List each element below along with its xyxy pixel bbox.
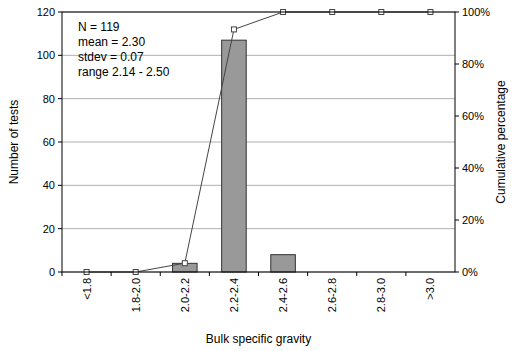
y2-tick-label: 60% (462, 110, 484, 122)
x-tick (111, 272, 112, 276)
y-axis-label: Number of tests (7, 100, 21, 185)
y-tick-label: 100 (37, 49, 55, 61)
x-tick-label: 1.8-2.0 (130, 278, 142, 312)
grid-line (62, 185, 455, 186)
grid-line (62, 142, 455, 143)
y-tick (58, 272, 62, 273)
y-tick-label: 20 (43, 223, 55, 235)
y-tick-label: 120 (37, 6, 55, 18)
y-tick (58, 228, 62, 229)
x-tick-label: 2.8-3.0 (375, 278, 387, 312)
x-tick (405, 272, 406, 276)
line-marker (182, 261, 187, 266)
y2-tick (455, 220, 459, 221)
x-tick-label: 2.2-2.4 (228, 278, 240, 312)
y2-tick (455, 12, 459, 13)
grid-line (62, 228, 455, 229)
y2-tick-label: 80% (462, 58, 484, 70)
x-tick-label: >3.0 (424, 278, 436, 300)
x-tick-label: 2.4-2.6 (277, 278, 289, 312)
y-tick-label: 0 (49, 266, 55, 278)
bar (271, 255, 296, 272)
y2-tick-label: 100% (462, 6, 490, 18)
y-tick (58, 142, 62, 143)
x-tick (209, 272, 210, 276)
x-tick-label: 2.0-2.2 (179, 278, 191, 312)
plot-frame (62, 12, 455, 272)
y2-tick (455, 116, 459, 117)
annotation: N = 119 (78, 20, 120, 34)
y-tick-label: 40 (43, 179, 55, 191)
y2-axis-label: Cumulative percentage (494, 80, 508, 204)
x-tick (307, 272, 308, 276)
annotation: range 2.14 - 2.50 (78, 65, 170, 79)
x-tick-label: 2.6-2.8 (326, 278, 338, 312)
y2-tick (455, 168, 459, 169)
x-axis-label: Bulk specific gravity (206, 332, 311, 346)
y2-tick (455, 64, 459, 65)
annotation: mean = 2.30 (78, 35, 145, 49)
x-tick (160, 272, 161, 276)
y2-tick-label: 0% (462, 266, 478, 278)
annotation: stdev = 0.07 (78, 50, 144, 64)
grid-line (62, 98, 455, 99)
y-tick (58, 98, 62, 99)
x-tick (62, 272, 63, 276)
y-tick-label: 80 (43, 93, 55, 105)
bar (222, 40, 247, 272)
x-tick (356, 272, 357, 276)
y2-tick-label: 20% (462, 214, 484, 226)
y2-tick-label: 40% (462, 162, 484, 174)
y2-tick (455, 272, 459, 273)
y-tick (58, 185, 62, 186)
y-tick (58, 12, 62, 13)
x-tick (258, 272, 259, 276)
y-tick-label: 60 (43, 136, 55, 148)
y-tick (58, 55, 62, 56)
x-tick-label: <1.8 (81, 278, 93, 300)
chart: 0 20 40 60 80 100 120 0% 20% 40% 60% 80% 100% <1.8 1.8… (0, 0, 515, 351)
line-marker (231, 27, 236, 32)
